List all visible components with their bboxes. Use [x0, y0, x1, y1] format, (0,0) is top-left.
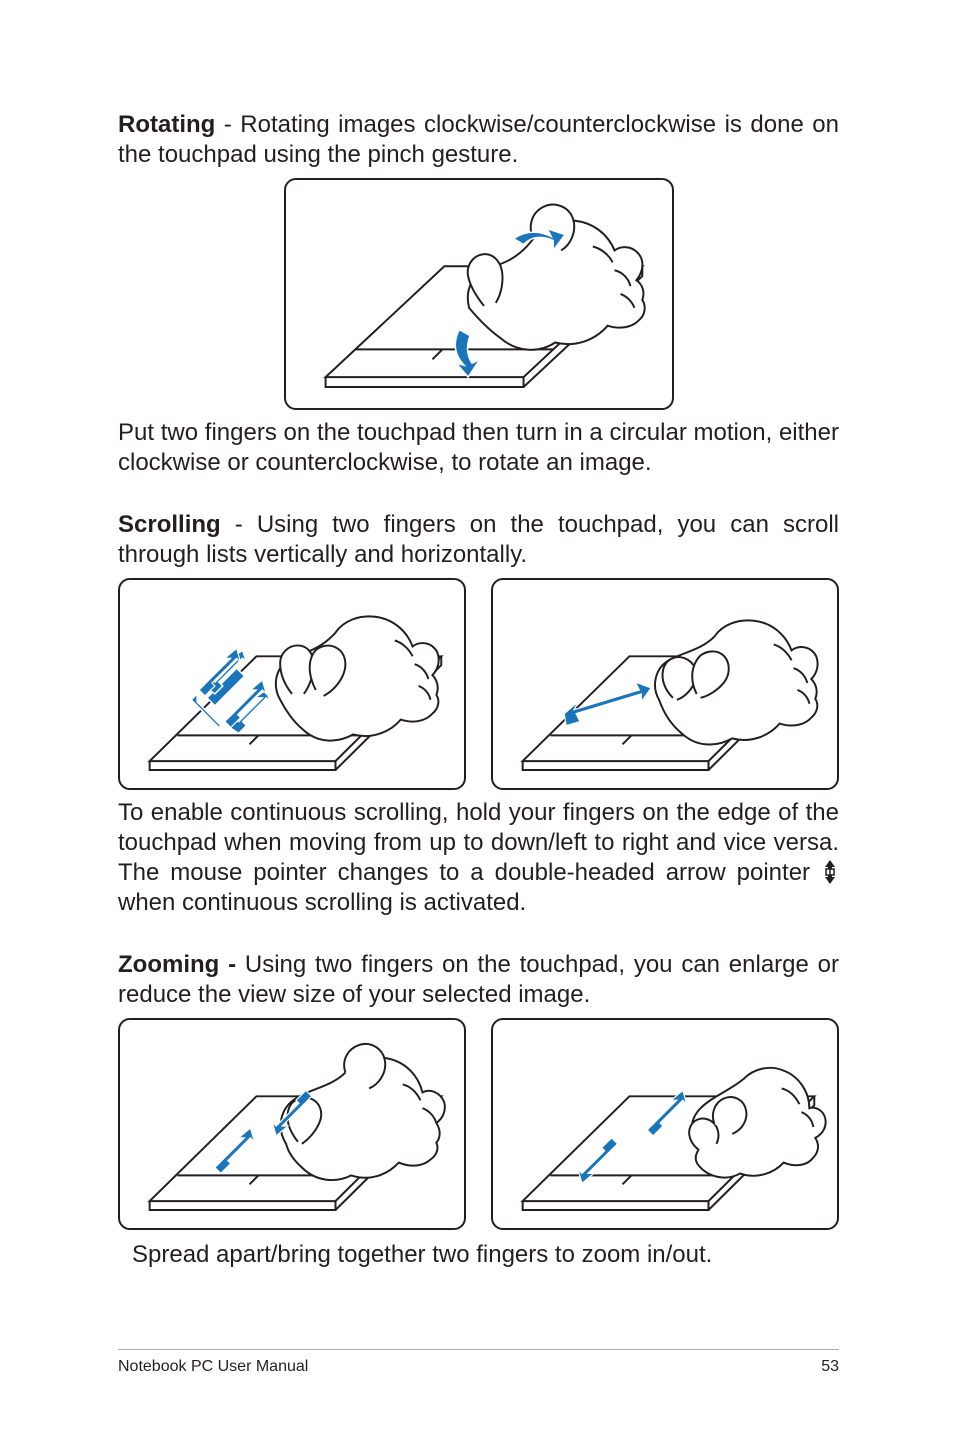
double-arrow-cursor-icon — [821, 860, 839, 884]
scrolling-caption-suffix: when continuous scrolling is activated. — [118, 889, 526, 916]
footer-page-number: 53 — [821, 1358, 839, 1376]
scrolling-image-row — [118, 578, 839, 790]
zoom-out-illustration — [118, 1018, 466, 1230]
scrolling-caption-prefix: To enable continuous scrolling, hold you… — [118, 799, 839, 886]
scrolling-paragraph: Scrolling - Using two fingers on the tou… — [118, 510, 839, 570]
rotating-caption: Put two fingers on the touchpad then tur… — [118, 418, 839, 478]
zoom-in-illustration — [491, 1018, 839, 1230]
rotating-heading: Rotating — [118, 111, 215, 138]
scrolling-heading: Scrolling — [118, 511, 221, 538]
page-footer: Notebook PC User Manual 53 — [118, 1349, 839, 1376]
zooming-heading: Zooming - — [118, 951, 236, 978]
rotating-paragraph: Rotating - Rotating images clockwise/cou… — [118, 110, 839, 170]
scrolling-caption: To enable continuous scrolling, hold you… — [118, 798, 839, 918]
rotating-image-row — [118, 178, 839, 410]
scroll-horizontal-illustration — [491, 578, 839, 790]
scrolling-text: - Using two fingers on the touchpad, you… — [118, 511, 839, 568]
rotating-text: - Rotating images clockwise/counterclock… — [118, 111, 839, 168]
footer-manual-title: Notebook PC User Manual — [118, 1358, 308, 1376]
zooming-image-row — [118, 1018, 839, 1230]
zooming-caption: Spread apart/bring together two fingers … — [118, 1240, 839, 1270]
rotating-gesture-illustration — [284, 178, 674, 410]
scroll-vertical-illustration — [118, 578, 466, 790]
zooming-paragraph: Zooming - Using two fingers on the touch… — [118, 950, 839, 1010]
